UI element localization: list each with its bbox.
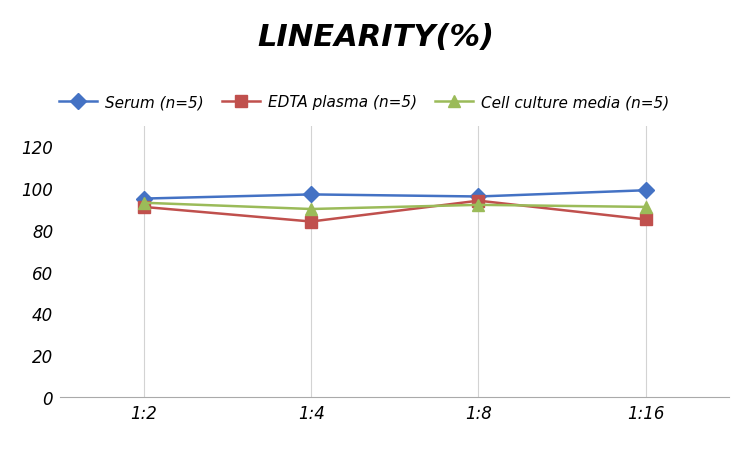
Cell culture media (n=5)	[474, 202, 483, 208]
Serum (n=5)	[641, 188, 650, 193]
Serum (n=5)	[474, 194, 483, 200]
Text: LINEARITY(%): LINEARITY(%)	[257, 23, 495, 51]
EDTA plasma (n=5)	[474, 198, 483, 204]
EDTA plasma (n=5)	[139, 205, 148, 210]
Cell culture media (n=5)	[307, 207, 316, 212]
Line: Serum (n=5): Serum (n=5)	[138, 185, 651, 205]
EDTA plasma (n=5)	[307, 219, 316, 225]
Serum (n=5)	[307, 192, 316, 198]
Line: EDTA plasma (n=5): EDTA plasma (n=5)	[138, 196, 651, 228]
Legend: Serum (n=5), EDTA plasma (n=5), Cell culture media (n=5): Serum (n=5), EDTA plasma (n=5), Cell cul…	[53, 89, 675, 116]
Serum (n=5)	[139, 197, 148, 202]
EDTA plasma (n=5)	[641, 217, 650, 223]
Line: Cell culture media (n=5): Cell culture media (n=5)	[138, 198, 651, 215]
Cell culture media (n=5)	[139, 201, 148, 206]
Cell culture media (n=5)	[641, 205, 650, 210]
